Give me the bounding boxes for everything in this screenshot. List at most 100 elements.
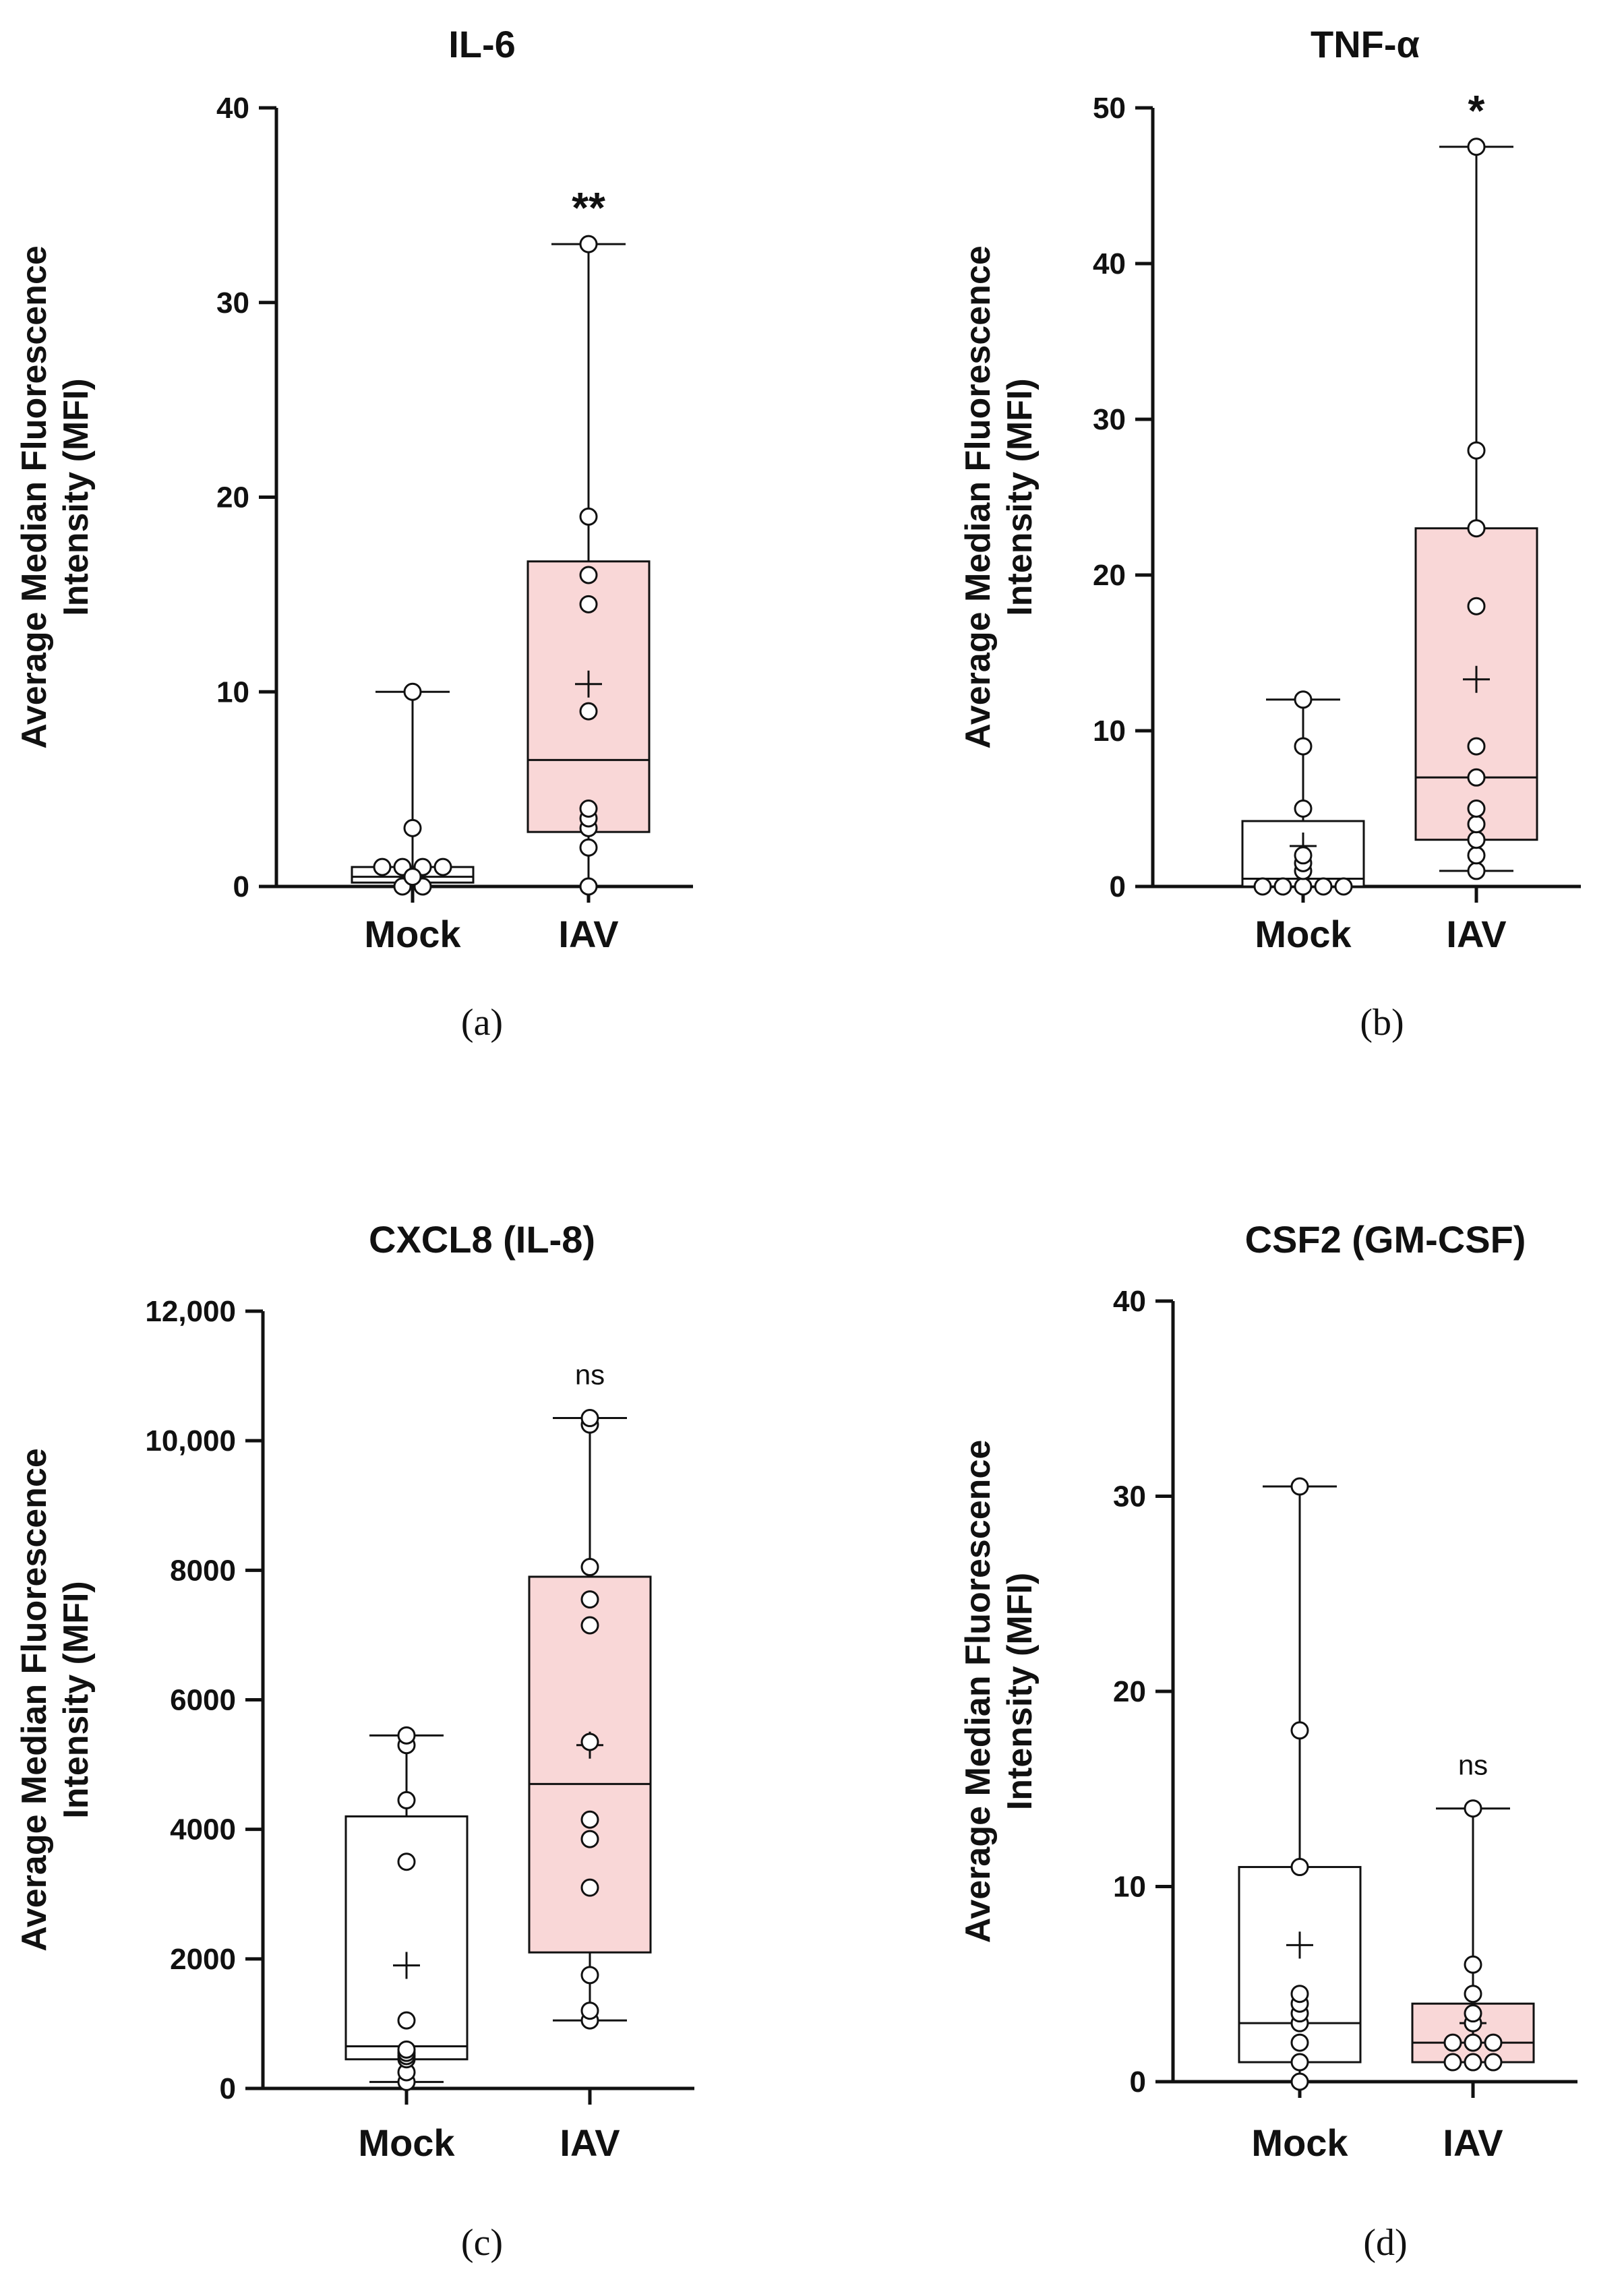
data-point <box>1464 1799 1482 1818</box>
data-point <box>579 235 598 253</box>
data-point <box>580 1409 599 1428</box>
data-point <box>1314 877 1333 896</box>
panel-label: (d) <box>1363 2222 1407 2264</box>
data-point <box>1334 877 1353 896</box>
y-tick-label: 0 <box>1110 870 1126 903</box>
mean-marker <box>1463 665 1490 693</box>
chart-title: CXCL8 (IL-8) <box>369 1218 595 1261</box>
mean-marker <box>1286 1931 1313 1959</box>
data-point <box>579 800 598 818</box>
data-point <box>1294 737 1313 756</box>
y-tick-label: 30 <box>216 287 249 320</box>
data-point <box>1484 2053 1503 2072</box>
panel-label: (c) <box>461 2222 503 2264</box>
data-point <box>1464 2004 1482 2023</box>
y-tick-label: 40 <box>216 92 249 125</box>
data-point <box>1464 1985 1482 2003</box>
y-axis-label-line1: Average Median Fluorescence <box>959 1440 998 1944</box>
x-tick-label: IAV <box>1446 913 1506 955</box>
data-point <box>580 1732 599 1751</box>
y-tick-label: 0 <box>220 2072 236 2105</box>
chart-panel-b: TNF-α Average Median FluorescenceIntensit… <box>959 23 1581 1044</box>
y-tick-label: 8000 <box>170 1554 236 1587</box>
y-axis-label: Average Median FluorescenceIntensity (MF… <box>959 245 1040 749</box>
data-point <box>403 682 422 701</box>
mean-marker <box>575 670 602 698</box>
data-point <box>397 1852 416 1871</box>
significance-label: * <box>1468 86 1485 135</box>
data-point <box>397 2040 416 2059</box>
data-point <box>580 1810 599 1829</box>
y-tick-label: 0 <box>233 870 249 903</box>
data-point <box>1484 2033 1503 2052</box>
data-point <box>1294 800 1313 818</box>
y-tick-label: 2000 <box>170 1943 236 1976</box>
x-tick-label: Mock <box>364 913 461 955</box>
y-tick-label: 10 <box>216 675 249 709</box>
y-tick-label: 40 <box>1093 247 1126 280</box>
data-point <box>1467 441 1486 460</box>
y-axis-label-line2: Intensity (MFI) <box>57 1581 96 1818</box>
significance-label: ns <box>575 1359 605 1391</box>
y-tick-label: 20 <box>1093 559 1126 592</box>
y-tick-label: 6000 <box>170 1684 236 1717</box>
data-point <box>580 1590 599 1609</box>
data-point <box>397 1790 416 1809</box>
x-tick-label: IAV <box>560 2121 620 2164</box>
data-point <box>580 1558 599 1577</box>
data-point <box>1294 877 1313 896</box>
data-point <box>1467 862 1486 880</box>
data-point <box>1467 597 1486 615</box>
data-point <box>1467 815 1486 834</box>
data-point <box>579 838 598 857</box>
chart-panel-c: CXCL8 (IL-8)Average Median FluorescenceI… <box>15 1218 694 2264</box>
y-tick-label: 10 <box>1113 1871 1146 1904</box>
data-point <box>580 1966 599 1985</box>
y-tick-label: 50 <box>1093 92 1126 125</box>
data-point <box>1467 737 1486 756</box>
data-point <box>1290 1858 1309 1877</box>
data-point <box>1464 2053 1482 2072</box>
data-point <box>1467 768 1486 787</box>
chart-title: CSF2 (GM-CSF) <box>1245 1218 1526 1261</box>
y-tick-label: 20 <box>216 481 249 514</box>
data-point <box>373 857 392 876</box>
significance-label: ** <box>572 183 605 232</box>
y-tick-label: 0 <box>1130 2066 1146 2099</box>
significance-label: ns <box>1458 1749 1488 1781</box>
y-tick-label: 30 <box>1113 1480 1146 1513</box>
data-point <box>579 595 598 613</box>
y-tick-label: 12,000 <box>145 1295 236 1328</box>
y-axis-label-line1: Average Median Fluorescence <box>15 245 54 749</box>
chart-title: TNF-α <box>1311 23 1420 65</box>
data-point <box>397 2011 416 2030</box>
data-point <box>1290 2072 1309 2091</box>
data-point <box>1443 2033 1462 2052</box>
y-tick-label: 20 <box>1113 1675 1146 1708</box>
data-point <box>579 702 598 721</box>
x-tick-label: Mock <box>1255 913 1352 955</box>
data-point <box>580 1616 599 1635</box>
data-point <box>433 857 452 876</box>
data-point <box>1290 1985 1309 2003</box>
data-point <box>579 877 598 896</box>
y-tick-label: 30 <box>1093 403 1126 436</box>
data-point <box>580 2001 599 2020</box>
y-axis-label-line1: Average Median Fluorescence <box>15 1448 54 1952</box>
y-tick-label: 4000 <box>170 1813 236 1846</box>
x-tick-label: IAV <box>1443 2121 1503 2164</box>
y-axis-label-line2: Intensity (MFI) <box>57 378 96 615</box>
data-point <box>1464 2033 1482 2052</box>
chart-panel-a: IL-6 Average Median FluorescenceIntensity… <box>15 23 693 1044</box>
chart-panel-d: CSF2 (GM-CSF) Average Median Fluorescence… <box>959 1218 1577 2264</box>
data-point <box>579 566 598 584</box>
x-tick-label: IAV <box>558 913 618 955</box>
data-point <box>1294 846 1313 865</box>
data-point <box>403 868 422 886</box>
data-point <box>1443 2053 1462 2072</box>
y-axis-label-line1: Average Median Fluorescence <box>959 245 998 749</box>
data-point <box>1294 690 1313 709</box>
y-axis-label: Average Median FluorescenceIntensity (MF… <box>15 1448 96 1952</box>
data-point <box>403 818 422 837</box>
